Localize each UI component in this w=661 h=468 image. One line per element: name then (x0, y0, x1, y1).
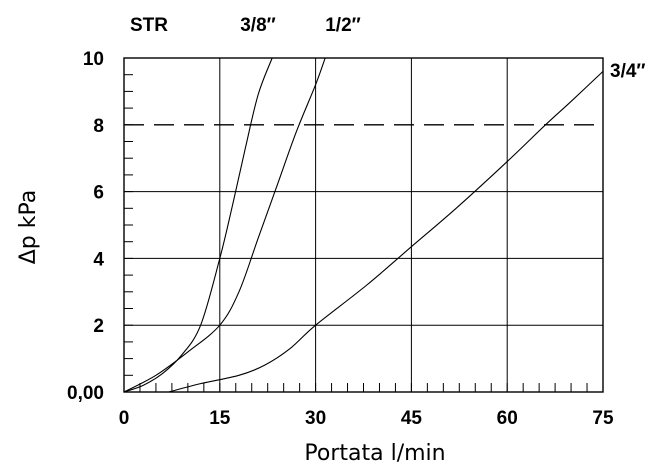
series-labels: 3/8″ 1/2″ 3/4″ (240, 15, 645, 82)
y-tick-label-3: 6 (93, 183, 104, 204)
y-axis-title: Δp kPa (16, 190, 41, 265)
plot-frame (123, 57, 604, 393)
y-tick-label-2: 4 (93, 249, 104, 270)
series-line-0 (123, 57, 273, 393)
series-line-1 (123, 57, 326, 393)
x-tick-label-2: 30 (305, 408, 326, 429)
y-tick-label-1: 2 (93, 316, 104, 337)
chart-title: STR (130, 15, 168, 36)
x-axis-title: Portata l/min (304, 441, 445, 466)
x-tick-label-4: 60 (497, 408, 518, 429)
x-tick-labels: 0 15 30 45 60 75 (119, 408, 614, 429)
series-label-0: 3/8″ (240, 15, 276, 36)
minor-ticks (124, 74, 588, 392)
series-label-1: 1/2″ (325, 15, 361, 36)
y-tick-label-5: 10 (83, 49, 104, 70)
y-tick-label-0: 0,00 (67, 383, 104, 404)
x-tick-label-5: 75 (592, 408, 614, 429)
x-tick-label-3: 45 (401, 408, 423, 429)
y-tick-label-4: 8 (93, 116, 104, 137)
y-tick-labels: 0,00 2 4 6 8 10 (67, 49, 104, 404)
x-tick-label-1: 15 (209, 408, 231, 429)
x-tick-label-0: 0 (119, 408, 130, 429)
series-line-2 (168, 70, 604, 393)
series-lines (123, 57, 604, 393)
series-label-2: 3/4″ (610, 61, 646, 82)
grid (124, 58, 603, 392)
